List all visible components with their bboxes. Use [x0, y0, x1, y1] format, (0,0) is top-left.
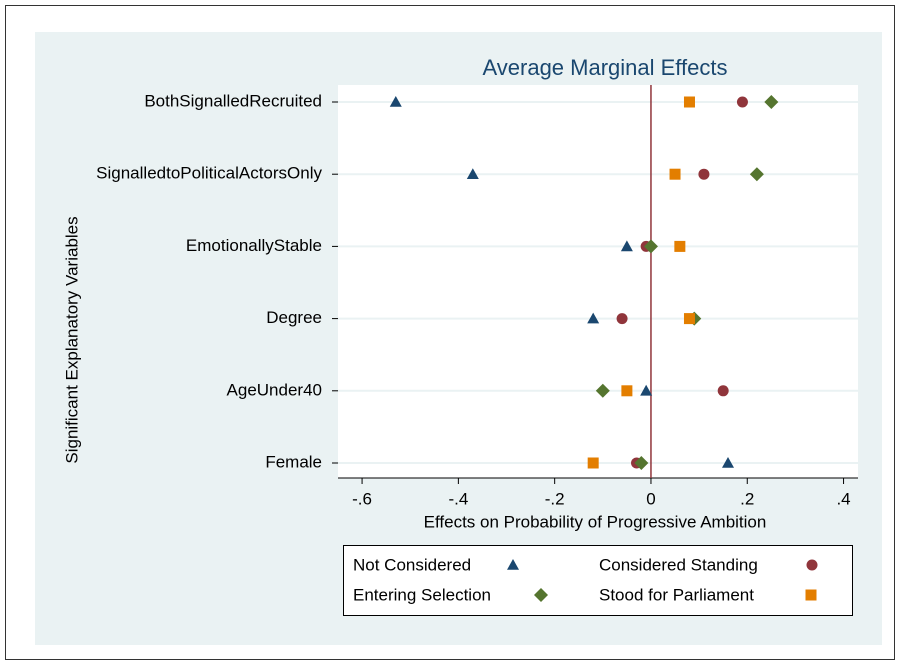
chart-title: Average Marginal Effects: [483, 55, 728, 80]
legend-symbol: [534, 588, 548, 602]
legend-box: [343, 545, 853, 616]
legend-symbol: [806, 559, 818, 571]
data-point: [749, 167, 764, 182]
data-point: [587, 457, 599, 469]
data-point: [736, 96, 748, 108]
data-point: [466, 168, 479, 179]
legend-symbol: [507, 559, 519, 570]
x-tick-label: -.4: [448, 489, 468, 508]
y-tick-label: BothSignalledRecruited: [144, 91, 322, 110]
x-tick-label: .4: [836, 489, 850, 508]
x-tick-label: -.2: [545, 489, 565, 508]
data-point: [722, 457, 734, 468]
y-tick-label: SignalledtoPoliticalActorsOnly: [96, 164, 322, 183]
data-point: [389, 96, 402, 107]
data-point: [683, 313, 695, 325]
legend-label: Stood for Parliament: [599, 585, 754, 604]
x-axis-label: Effects on Probability of Progressive Am…: [424, 512, 767, 531]
data-point: [698, 168, 710, 180]
legend-label: Entering Selection: [353, 585, 491, 604]
data-point: [764, 95, 779, 109]
data-point: [595, 383, 610, 398]
data-point: [640, 384, 653, 396]
legend-label: Not Considered: [353, 555, 471, 574]
x-tick-label: -.6: [352, 489, 372, 508]
y-tick-label: EmotionallyStable: [186, 236, 322, 255]
y-tick-label: AgeUnder40: [227, 380, 322, 399]
y-tick-label: Female: [265, 452, 322, 471]
data-point: [620, 240, 633, 252]
data-point: [616, 313, 628, 325]
data-point: [669, 168, 681, 180]
data-point: [643, 239, 658, 254]
x-tick-label: 0: [646, 489, 655, 508]
x-tick-label: .2: [740, 489, 754, 508]
data-point: [634, 456, 649, 470]
plot-area: [338, 85, 858, 478]
data-point: [674, 240, 686, 252]
data-point: [587, 312, 600, 324]
y-tick-label: Degree: [266, 308, 322, 327]
data-point: [683, 96, 695, 108]
legend-label: Considered Standing: [599, 555, 758, 574]
data-point: [621, 385, 633, 397]
data-point: [717, 385, 729, 397]
y-axis-label: Significant Explanatory Variables: [62, 216, 81, 463]
legend-symbol: [805, 589, 817, 601]
